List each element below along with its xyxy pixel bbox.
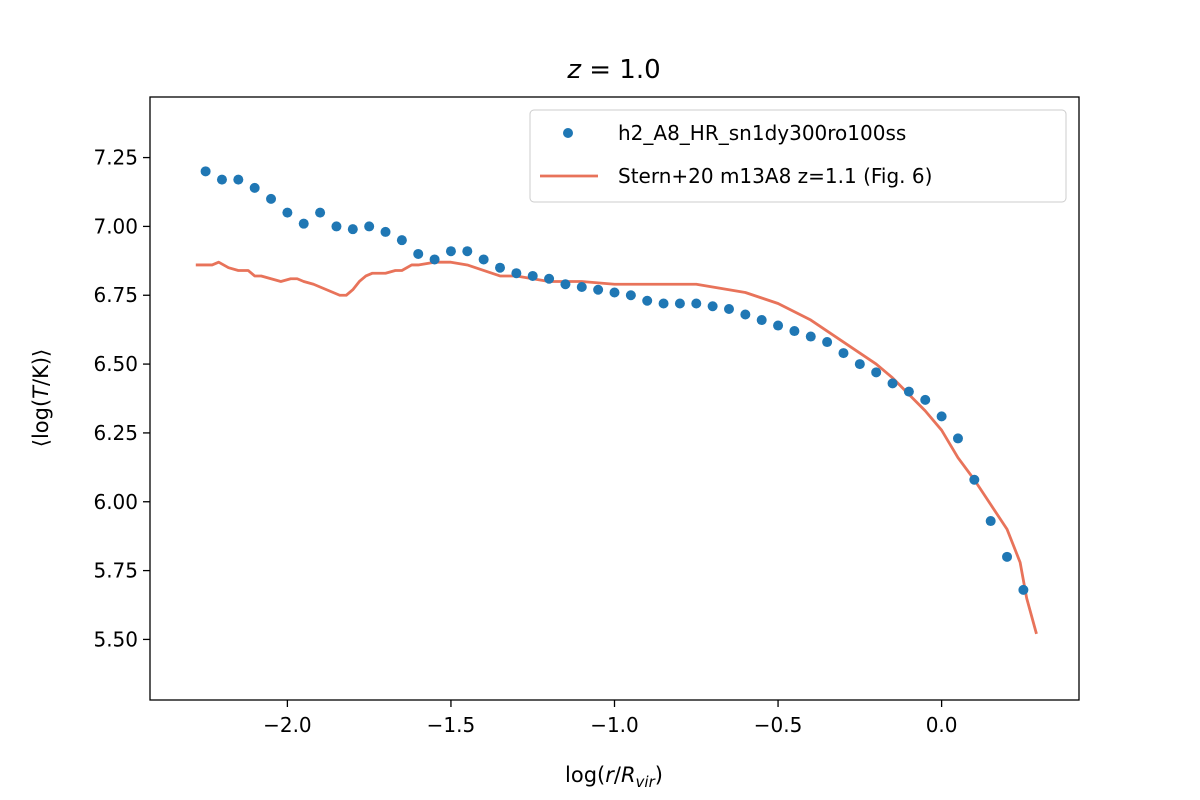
scatter-point bbox=[396, 235, 407, 246]
scatter-point bbox=[200, 166, 211, 177]
y-axis: 5.50 5.75 6.00 6.25 6.50 6.75 7.00 7.25 bbox=[93, 146, 150, 651]
x-tick-label: −0.5 bbox=[754, 713, 803, 737]
scatter-point bbox=[331, 221, 342, 232]
scatter-point bbox=[413, 248, 424, 259]
scatter-point bbox=[544, 273, 555, 284]
scatter-point bbox=[249, 182, 260, 193]
y-tick-label: 6.00 bbox=[93, 490, 138, 514]
scatter-point bbox=[903, 386, 914, 397]
plot-content bbox=[195, 166, 1038, 635]
scatter-point bbox=[625, 290, 636, 301]
x-tick-label: 0.0 bbox=[926, 713, 958, 737]
legend-entry-scatter: h2_A8_HR_sn1dy300ro100ss bbox=[618, 121, 906, 145]
scatter-point bbox=[969, 474, 980, 485]
scatter-point bbox=[462, 246, 473, 257]
scatter-point bbox=[593, 284, 604, 295]
scatter-point bbox=[854, 359, 865, 370]
scatter-point bbox=[315, 207, 326, 218]
y-tick-label: 6.50 bbox=[93, 352, 138, 376]
x-axis: −2.0 −1.5 −1.0 −0.5 0.0 bbox=[263, 700, 958, 737]
legend-entry-line: Stern+20 m13A8 z=1.1 (Fig. 6) bbox=[618, 164, 932, 188]
legend-marker-scatter bbox=[563, 128, 573, 138]
scatter-point bbox=[364, 221, 375, 232]
scatter-point bbox=[266, 193, 277, 204]
legend-box bbox=[529, 109, 1067, 203]
x-tick-label: −2.0 bbox=[263, 713, 312, 737]
scatter-point bbox=[1002, 551, 1013, 562]
scatter-point bbox=[298, 218, 309, 229]
scatter-point bbox=[920, 394, 931, 405]
scatter-point bbox=[216, 174, 227, 185]
scatter-point bbox=[445, 246, 456, 257]
y-tick-label: 5.50 bbox=[93, 627, 138, 651]
scatter-point bbox=[347, 224, 358, 235]
scatter-point bbox=[756, 315, 767, 326]
scatter-point bbox=[478, 254, 489, 265]
y-tick-label: 6.25 bbox=[93, 421, 138, 445]
scatter-point bbox=[511, 268, 522, 279]
x-tick-label: −1.5 bbox=[427, 713, 476, 737]
x-axis-label: log(r/Rvir) bbox=[565, 763, 663, 791]
scatter-point bbox=[560, 279, 571, 290]
series-line-stern20 bbox=[195, 260, 1038, 635]
scatter-point bbox=[871, 367, 882, 378]
scatter-point bbox=[773, 320, 784, 331]
scatter-point bbox=[233, 174, 244, 185]
scatter-point bbox=[576, 281, 587, 292]
y-tick-label: 7.25 bbox=[93, 146, 138, 170]
line-series-layer bbox=[195, 260, 1038, 635]
scatter-point bbox=[380, 226, 391, 237]
legend: h2_A8_HR_sn1dy300ro100ss Stern+20 m13A8 … bbox=[529, 109, 1067, 203]
scatter-point bbox=[952, 433, 963, 444]
scatter-point bbox=[674, 298, 685, 309]
scatter-point bbox=[936, 411, 947, 422]
scatter-point bbox=[723, 304, 734, 315]
scatter-point bbox=[887, 378, 898, 389]
scatter-point bbox=[1018, 584, 1029, 595]
scatter-point bbox=[609, 287, 620, 298]
scatter-point bbox=[740, 309, 751, 320]
scatter-point bbox=[282, 207, 293, 218]
scatter-series-layer bbox=[200, 166, 1029, 595]
y-tick-label: 5.75 bbox=[93, 559, 138, 583]
scatter-point bbox=[985, 516, 996, 527]
scatter-point bbox=[658, 298, 669, 309]
y-tick-label: 7.00 bbox=[93, 214, 138, 238]
scatter-point bbox=[429, 254, 440, 265]
scatter-point bbox=[789, 326, 800, 337]
scatter-point bbox=[495, 262, 506, 273]
y-tick-label: 6.75 bbox=[93, 283, 138, 307]
scatter-point bbox=[838, 348, 849, 359]
scatter-point bbox=[822, 337, 833, 348]
chart-title: z = 1.0 bbox=[566, 55, 660, 85]
x-tick-label: −1.0 bbox=[590, 713, 639, 737]
scatter-point bbox=[691, 298, 702, 309]
scatter-point bbox=[707, 301, 718, 312]
scatter-point bbox=[805, 331, 816, 342]
scatter-point bbox=[642, 295, 653, 306]
y-axis-label: ⟨log(T/K)⟩ bbox=[29, 349, 53, 447]
scatter-point bbox=[527, 270, 538, 281]
